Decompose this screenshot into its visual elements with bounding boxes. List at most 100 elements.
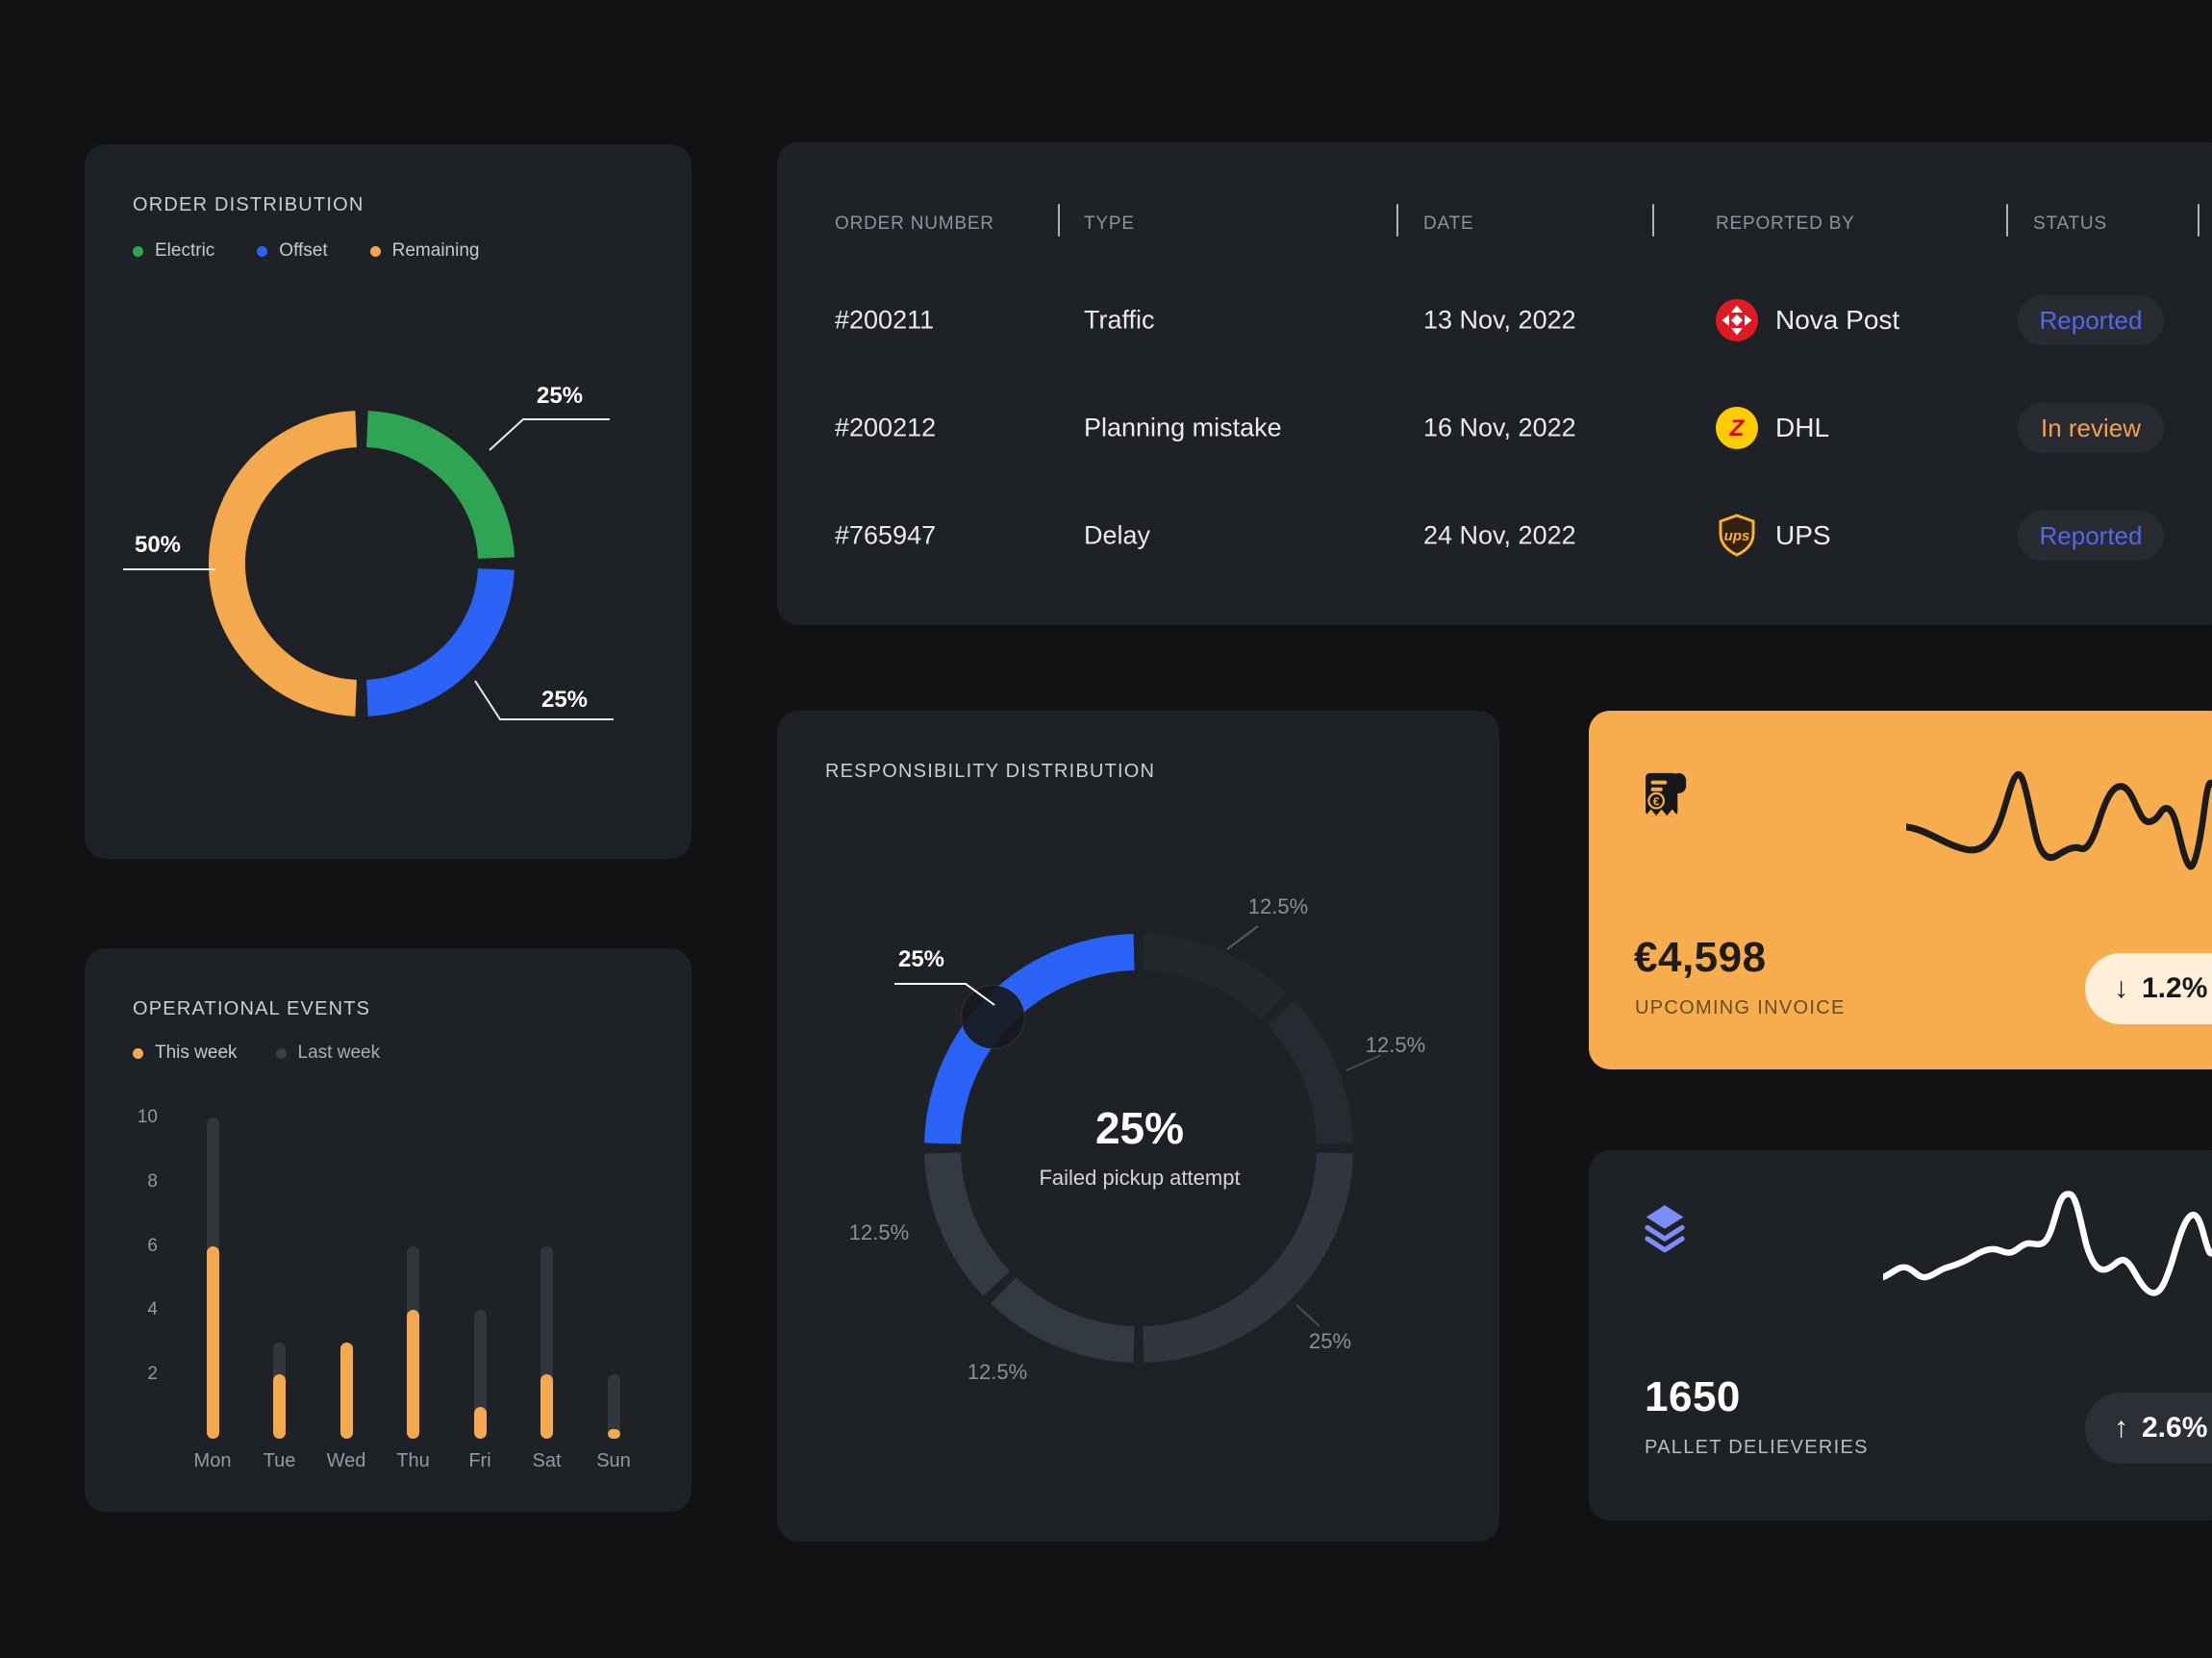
svg-text:€: € [1653,795,1660,809]
legend-dot-offset-icon [257,245,268,257]
invoice-amount: €4,598 [1634,934,1767,981]
column-header-date: DATE [1423,214,1474,234]
responsibility-gauge-chart [924,934,1353,1363]
gauge-label-right: 12.5% [1365,1033,1426,1057]
card-title-responsibility: RESPONSIBILITY DISTRIBUTION [825,761,1156,782]
invoice-sparkline-path [1906,770,2212,870]
legend-label: Last week [297,1043,381,1063]
legend-item-offset[interactable]: Offset [257,240,328,262]
legend-dot-remaining-icon [369,245,381,257]
legend-item-this-week[interactable]: This week [133,1043,238,1064]
donut-label-electric: 25% [536,383,584,409]
status-badge: Reported [2018,295,2164,345]
order-number-cell: #200212 [835,413,937,442]
legend-dot-this-week-icon [133,1047,143,1059]
gauge-knob[interactable] [960,984,1026,1050]
ring-segment [1143,934,1287,1020]
weekly-events-bar-chart: 2 4 6 8 10 Mon Tue Wed Thu Fri Sat Sun [85,948,691,1512]
legend-label: Remaining [391,240,480,261]
carrier-name: Nova Post [1775,305,1900,335]
order-distribution-legend: Electric Offset Remaining [133,240,479,262]
bar-this-week-wed [339,1342,353,1439]
carrier-name: DHL [1775,413,1830,442]
bar-this-week-tue [273,1374,286,1439]
bar-this-week-mon [206,1245,219,1439]
invoice-label: UPCOMING INVOICE [1635,997,1846,1018]
ring-segment [365,411,515,560]
gauge-label-left: 12.5% [848,1220,910,1244]
bar-this-week-fri [473,1406,487,1439]
bar-last-week-sun [607,1374,620,1439]
column-header-reported-by: REPORTED BY [1716,214,1855,234]
x-axis-label-fri: Fri [468,1450,491,1471]
x-axis-label-mon: Mon [193,1450,232,1471]
invoice-delta-value: 1.2% [2142,972,2208,1004]
bar-this-week-sat [540,1374,553,1439]
ring-segment [1267,1000,1353,1144]
dhl-logo-icon: Z [1716,407,1758,449]
bar-last-week-fri [473,1310,487,1439]
y-axis-tick: 10 [137,1107,158,1127]
gauge-label-bottom-right: 25% [1308,1329,1352,1353]
order-distribution-donut-chart [208,411,515,716]
arrow-up-icon: ↑ [2114,1412,2128,1444]
y-axis-tick: 6 [147,1235,158,1256]
order-number-cell: #200211 [835,305,935,335]
pallet-sparkline-path [1883,1191,2212,1296]
legend-item-remaining[interactable]: Remaining [369,240,480,262]
table-row[interactable]: #765947 Delay 24 Nov, 2022 ups UPS Repor… [777,510,2212,562]
pallet-label: PALLET DELIEVERIES [1645,1437,1869,1458]
gauge-center-caption: Failed pickup attempt [1039,1166,1241,1190]
donut-label-remaining: 50% [134,532,182,558]
pallet-delta-badge: ↑ 2.6% [2085,1393,2212,1464]
legend-item-last-week[interactable]: Last week [275,1043,381,1064]
incidents-table-card: ORDER NUMBER TYPE DATE REPORTED BY STATU… [777,142,2212,625]
invoice-delta-badge: ↓ 1.2% [2085,953,2212,1024]
legend-label: This week [155,1043,238,1063]
column-header-type: TYPE [1084,214,1135,234]
bar-this-week-thu [407,1310,419,1439]
svg-text:Z: Z [1729,415,1746,441]
ring-segment [365,567,515,716]
column-divider [2198,204,2199,237]
reported-by-cell: Nova Post [1716,299,1899,341]
type-cell: Delay [1084,520,1151,550]
column-divider [2006,204,2008,237]
status-badge: Reported [2018,511,2164,561]
column-divider [1652,204,1654,237]
column-divider [1058,204,1060,237]
reported-by-cell: Z DHL [1716,407,1829,449]
x-axis-label-wed: Wed [326,1450,366,1471]
pallet-deliveries-card: 1650 PALLET DELIEVERIES ↑ 2.6% [1589,1150,2212,1520]
ring-segment [208,411,358,716]
date-cell: 16 Nov, 2022 [1423,413,1576,442]
legend-dot-electric-icon [133,245,143,257]
table-row[interactable]: #200211 Traffic 13 Nov, 2022 Nova Post R… [777,294,2212,346]
legend-label: Electric [155,240,215,261]
column-header-status: STATUS [2033,214,2107,234]
card-title-order-distribution: ORDER DISTRIBUTION [133,194,364,215]
gauge-label-top: 12.5% [1247,894,1309,918]
legend-item-electric[interactable]: Electric [133,240,214,262]
x-axis-label-sun: Sun [596,1450,631,1471]
x-axis-label-tue: Tue [263,1450,296,1471]
status-badge: In review [2018,403,2164,453]
column-divider [1396,204,1398,237]
type-cell: Traffic [1084,305,1155,335]
ups-logo-icon: ups [1719,514,1755,557]
responsibility-distribution-card: RESPONSIBILITY DISTRIBUTION 25% Failed p… [777,711,1499,1542]
y-axis-tick: 8 [147,1170,158,1192]
date-cell: 13 Nov, 2022 [1423,305,1576,335]
bar-this-week-sun [607,1428,620,1439]
nova-post-logo-icon [1716,299,1758,341]
pallet-sparkline-chart [1883,1191,2212,1296]
table-row[interactable]: #200212 Planning mistake 16 Nov, 2022 Z … [777,402,2212,454]
y-axis-tick: 4 [147,1299,158,1320]
x-axis-label-sat: Sat [532,1450,562,1471]
card-title-operational-events: OPERATIONAL EVENTS [133,998,371,1019]
y-axis-tick: 2 [147,1364,158,1385]
invoice-sparkline-chart [1906,770,2212,870]
carrier-name: UPS [1775,520,1831,550]
ring-segment [991,1276,1135,1363]
legend-label: Offset [279,240,328,261]
